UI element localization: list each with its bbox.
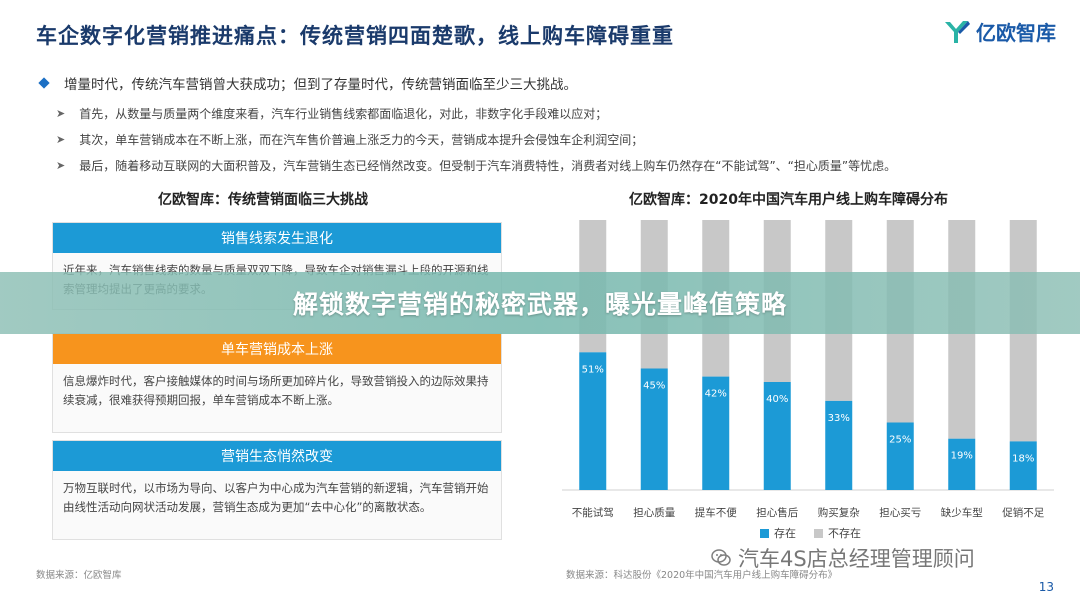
bar-value-label: 42% (705, 389, 727, 400)
left-panel-title: 亿欧智库：传统营销面临三大挑战 (158, 192, 368, 208)
yiou-logo-icon (945, 21, 970, 43)
challenge-card: 单车营销成本上涨 信息爆炸时代，客户接触媒体的时间与场所更加碎片化，导致营销投入… (52, 333, 502, 433)
wechat-icon (711, 549, 731, 566)
diamond-bullet-icon (38, 77, 50, 89)
legend-swatch-present (760, 529, 769, 538)
chart-source-note: 数据来源：科达股份《2020年中国汽车用户线上购车障碍分布》 (566, 570, 838, 581)
arrow-right-icon: ➤ (56, 158, 66, 172)
challenge-card-header: 单车营销成本上涨 (53, 334, 501, 364)
challenge-card-header: 销售线索发生退化 (53, 223, 501, 253)
bullet-item: ➤ 最后，随着移动互联网的大面积普及，汽车营销生态已经悄然改变。但受制于汽车消费… (36, 152, 1046, 178)
page-number: 13 (1038, 580, 1054, 594)
bar-value-label: 40% (766, 394, 788, 405)
arrow-right-icon: ➤ (56, 106, 66, 120)
overlay-headline: 解锁数字营销的秘密武器，曝光量峰值策略 (292, 290, 787, 319)
x-tick-label: 担心买亏 (879, 507, 921, 519)
bullet-item: ➤ 首先，从数量与质量两个维度来看，汽车行业销售线索都面临退化，对此，非数字化手… (36, 100, 1046, 126)
bullet-item-text: 首先，从数量与质量两个维度来看，汽车行业销售线索都面临退化，对此，非数字化手段难… (79, 106, 608, 121)
brand-name: 亿欧智库 (976, 20, 1056, 45)
bullet-item-text: 最后，随着移动互联网的大面积普及，汽车营销生态已经悄然改变。但受制于汽车消费特性… (79, 158, 897, 173)
bar-present (886, 422, 914, 490)
bullet-main: 增量时代，传统汽车营销曾大获成功；但到了存量时代，传统营销面临至少三大挑战。 (36, 72, 1046, 94)
arrow-right-icon: ➤ (56, 132, 66, 146)
brand-logo: 亿欧智库 (942, 16, 1056, 46)
bar-value-label: 33% (828, 413, 850, 424)
bar-value-label: 18% (1012, 453, 1034, 464)
watermark: 汽车4S店总经理管理顾问 (710, 543, 975, 573)
legend-swatch-absent (814, 529, 823, 538)
watermark-text: 汽车4S店总经理管理顾问 (738, 547, 975, 571)
bar-present (825, 400, 853, 490)
x-tick-label: 提车不便 (695, 506, 737, 519)
x-tick-label: 缺少车型 (941, 506, 983, 519)
x-tick-label: 不能试驾 (572, 506, 614, 519)
bar-present (702, 376, 730, 490)
bullet-section: 增量时代，传统汽车营销曾大获成功；但到了存量时代，传统营销面临至少三大挑战。 ➤… (36, 72, 1046, 178)
x-tick-label: 担心售后 (756, 506, 798, 519)
bullet-item: ➤ 其次，单车营销成本在不断上涨，而在汽车售价普遍上涨乏力的今天，营销成本提升会… (36, 126, 1046, 152)
challenge-card-body: 信息爆炸时代，客户接触媒体的时间与场所更加碎片化，导致营销投入的边际效果持续衰减… (63, 374, 489, 407)
challenge-card-body: 万物互联时代，以市场为导向、以客户为中心成为汽车营销的新逻辑，汽车营销开始由线性… (63, 481, 489, 514)
legend-label-absent: 不存在 (828, 526, 861, 540)
bullet-main-text: 增量时代，传统汽车营销曾大获成功；但到了存量时代，传统营销面临至少三大挑战。 (64, 77, 577, 93)
overlay-banner (0, 272, 1080, 334)
bar-value-label: 45% (643, 381, 665, 392)
stacked-bar-chart: 51% 不能试驾 45% 担心质量 42% 提车不便 40% 担心售后 33% 购买复杂 25% 担心… (562, 220, 1054, 540)
x-tick-label: 促销不足 (1002, 506, 1044, 519)
bar-present (640, 368, 668, 490)
bar-present (763, 382, 791, 490)
bar-present (1009, 441, 1037, 490)
page-title: 车企数字化营销推进痛点：传统营销四面楚歌，线上购车障碍重重 (36, 24, 674, 48)
challenge-card-header: 营销生态悄然改变 (53, 441, 501, 471)
left-source-note: 数据来源：亿欧智库 (36, 570, 122, 581)
bar-value-label: 51% (582, 364, 604, 375)
chart-title: 亿欧智库：2020年中国汽车用户线上购车障碍分布 (629, 192, 948, 208)
bar-present (948, 438, 976, 490)
legend-label-present: 存在 (774, 526, 796, 540)
challenge-card: 营销生态悄然改变 万物互联时代，以市场为导向、以客户为中心成为汽车营销的新逻辑，… (52, 440, 502, 540)
x-tick-label: 购买复杂 (818, 506, 860, 519)
bar-value-label: 25% (889, 435, 911, 446)
bar-present (579, 352, 607, 490)
bar-value-label: 19% (951, 451, 973, 462)
x-tick-label: 担心质量 (633, 507, 675, 519)
bullet-item-text: 其次，单车营销成本在不断上涨，而在汽车售价普遍上涨乏力的今天，营销成本提升会侵蚀… (79, 132, 644, 147)
